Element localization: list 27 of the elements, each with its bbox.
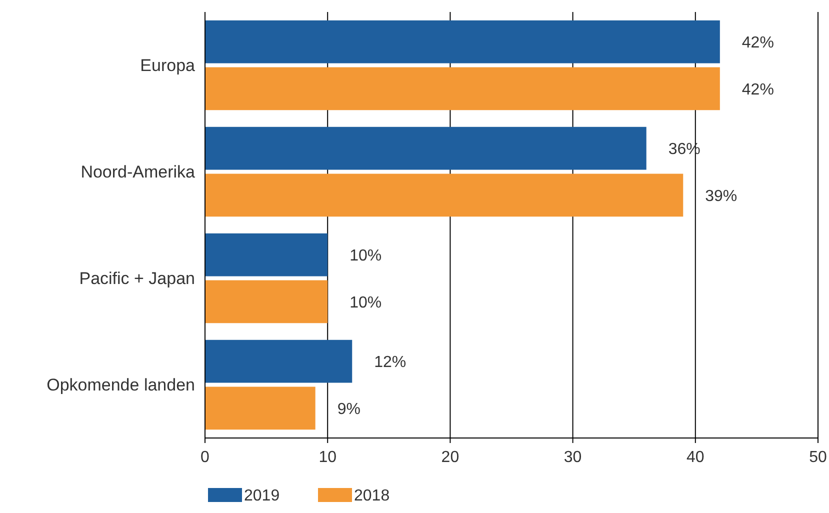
data-label: 9% [337,400,360,418]
bar [205,174,684,217]
data-label: 42% [742,81,774,98]
x-tick-label: 40 [686,449,704,466]
bar [205,386,316,430]
x-tick-label: 0 [200,449,210,466]
bar [205,20,720,64]
legend-label: 2018 [354,488,390,505]
bar [205,280,328,324]
data-label: 10% [350,247,382,264]
bar [205,233,328,276]
y-tick-label: Pacific + Japan [79,269,195,288]
bar [205,67,720,110]
y-tick-label: Europa [140,56,196,76]
legend-label: 2019 [244,488,280,505]
y-tick-label: Noord-Amerika [80,162,196,182]
data-label: 39% [705,188,738,205]
data-label: 12% [374,354,406,371]
x-tick-label: 50 [809,449,827,466]
data-label: 10% [350,294,382,312]
y-tick-label: Opkomende landen [46,376,195,395]
data-label: 42% [742,34,774,52]
x-tick-label: 20 [441,449,460,466]
bar [205,340,352,383]
x-tick-label: 10 [318,449,337,466]
bar [205,126,646,170]
x-tick-label: 30 [564,449,582,466]
